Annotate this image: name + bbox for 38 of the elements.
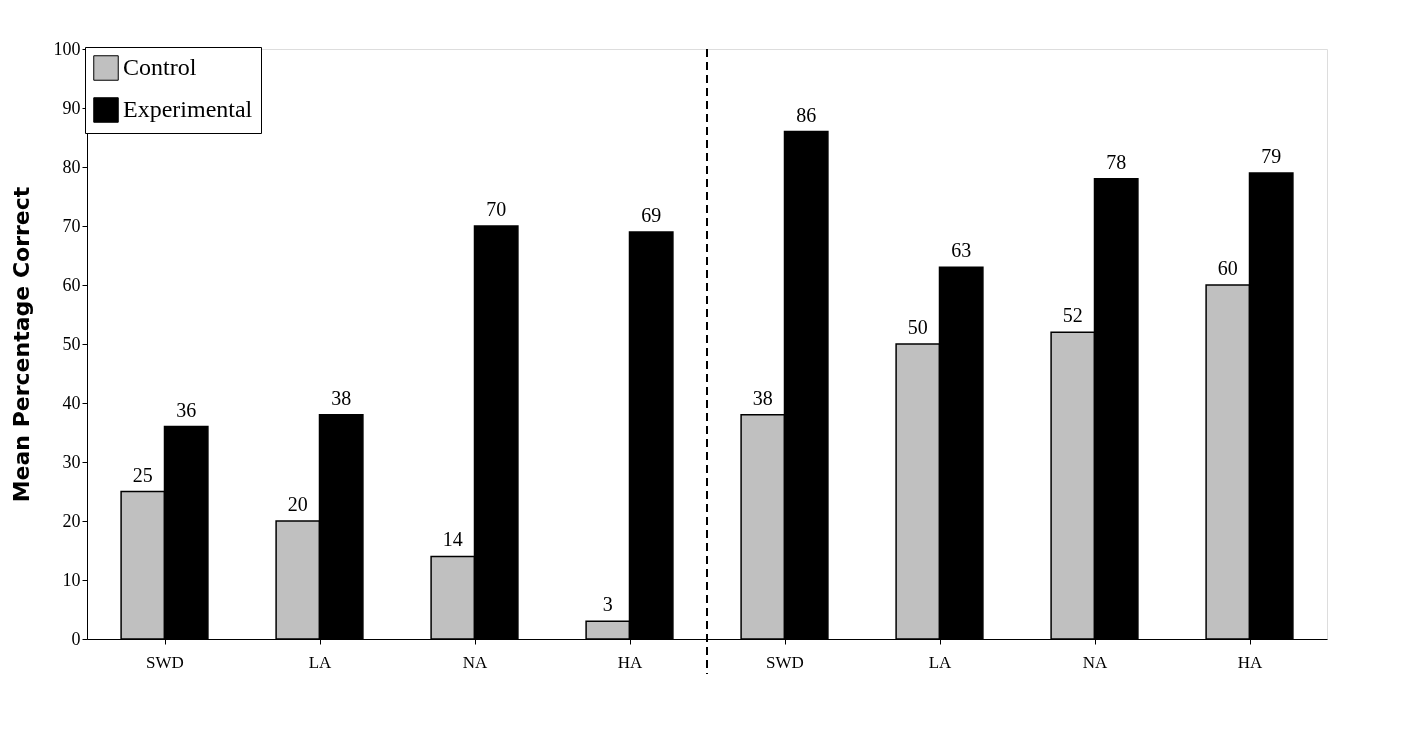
data-label: 63 <box>951 239 972 262</box>
x-tick-label: LA <box>308 652 333 672</box>
data-label: 60 <box>1217 257 1238 279</box>
data-label: 25 <box>132 463 153 486</box>
y-tick-label: 60 <box>62 274 81 295</box>
y-tick-label: 0 <box>71 628 81 649</box>
data-label: 78 <box>1106 150 1127 173</box>
data-label: 3 <box>602 593 613 616</box>
y-tick-label: 10 <box>62 569 81 590</box>
data-label: 70 <box>486 198 507 220</box>
data-label: 20 <box>287 493 308 515</box>
y-tick-label: 70 <box>62 215 81 236</box>
data-label: 38 <box>752 386 773 409</box>
y-tick-label: 50 <box>62 333 81 354</box>
y-tick-label: 90 <box>62 97 81 118</box>
x-tick-label: HA <box>617 652 643 672</box>
y-tick-label: 30 <box>62 451 81 472</box>
x-tick-label: SWD <box>146 652 184 672</box>
data-label: 79 <box>1261 144 1282 167</box>
x-tick-label: NA <box>1082 652 1108 672</box>
x-tick-label: SWD <box>766 652 804 672</box>
data-label: 36 <box>176 398 197 421</box>
y-tick-label: 80 <box>62 156 81 177</box>
y-tick-label: 100 <box>53 38 81 59</box>
legend-label: Experimental <box>123 96 253 122</box>
y-tick-label: 40 <box>62 392 81 413</box>
legend-label: Control <box>123 54 197 80</box>
data-label: 52 <box>1062 304 1083 327</box>
x-tick-label: NA <box>462 652 488 672</box>
data-label: 38 <box>331 386 352 409</box>
data-label: 69 <box>641 203 662 226</box>
x-tick-label: HA <box>1237 652 1263 672</box>
y-axis-title: Mean Percentage Correct <box>8 186 34 503</box>
x-tick-label: LA <box>928 652 953 672</box>
data-label: 50 <box>907 316 928 338</box>
data-label: 86 <box>796 103 817 126</box>
data-label: 14 <box>442 528 463 551</box>
y-tick-label: 20 <box>62 510 81 531</box>
